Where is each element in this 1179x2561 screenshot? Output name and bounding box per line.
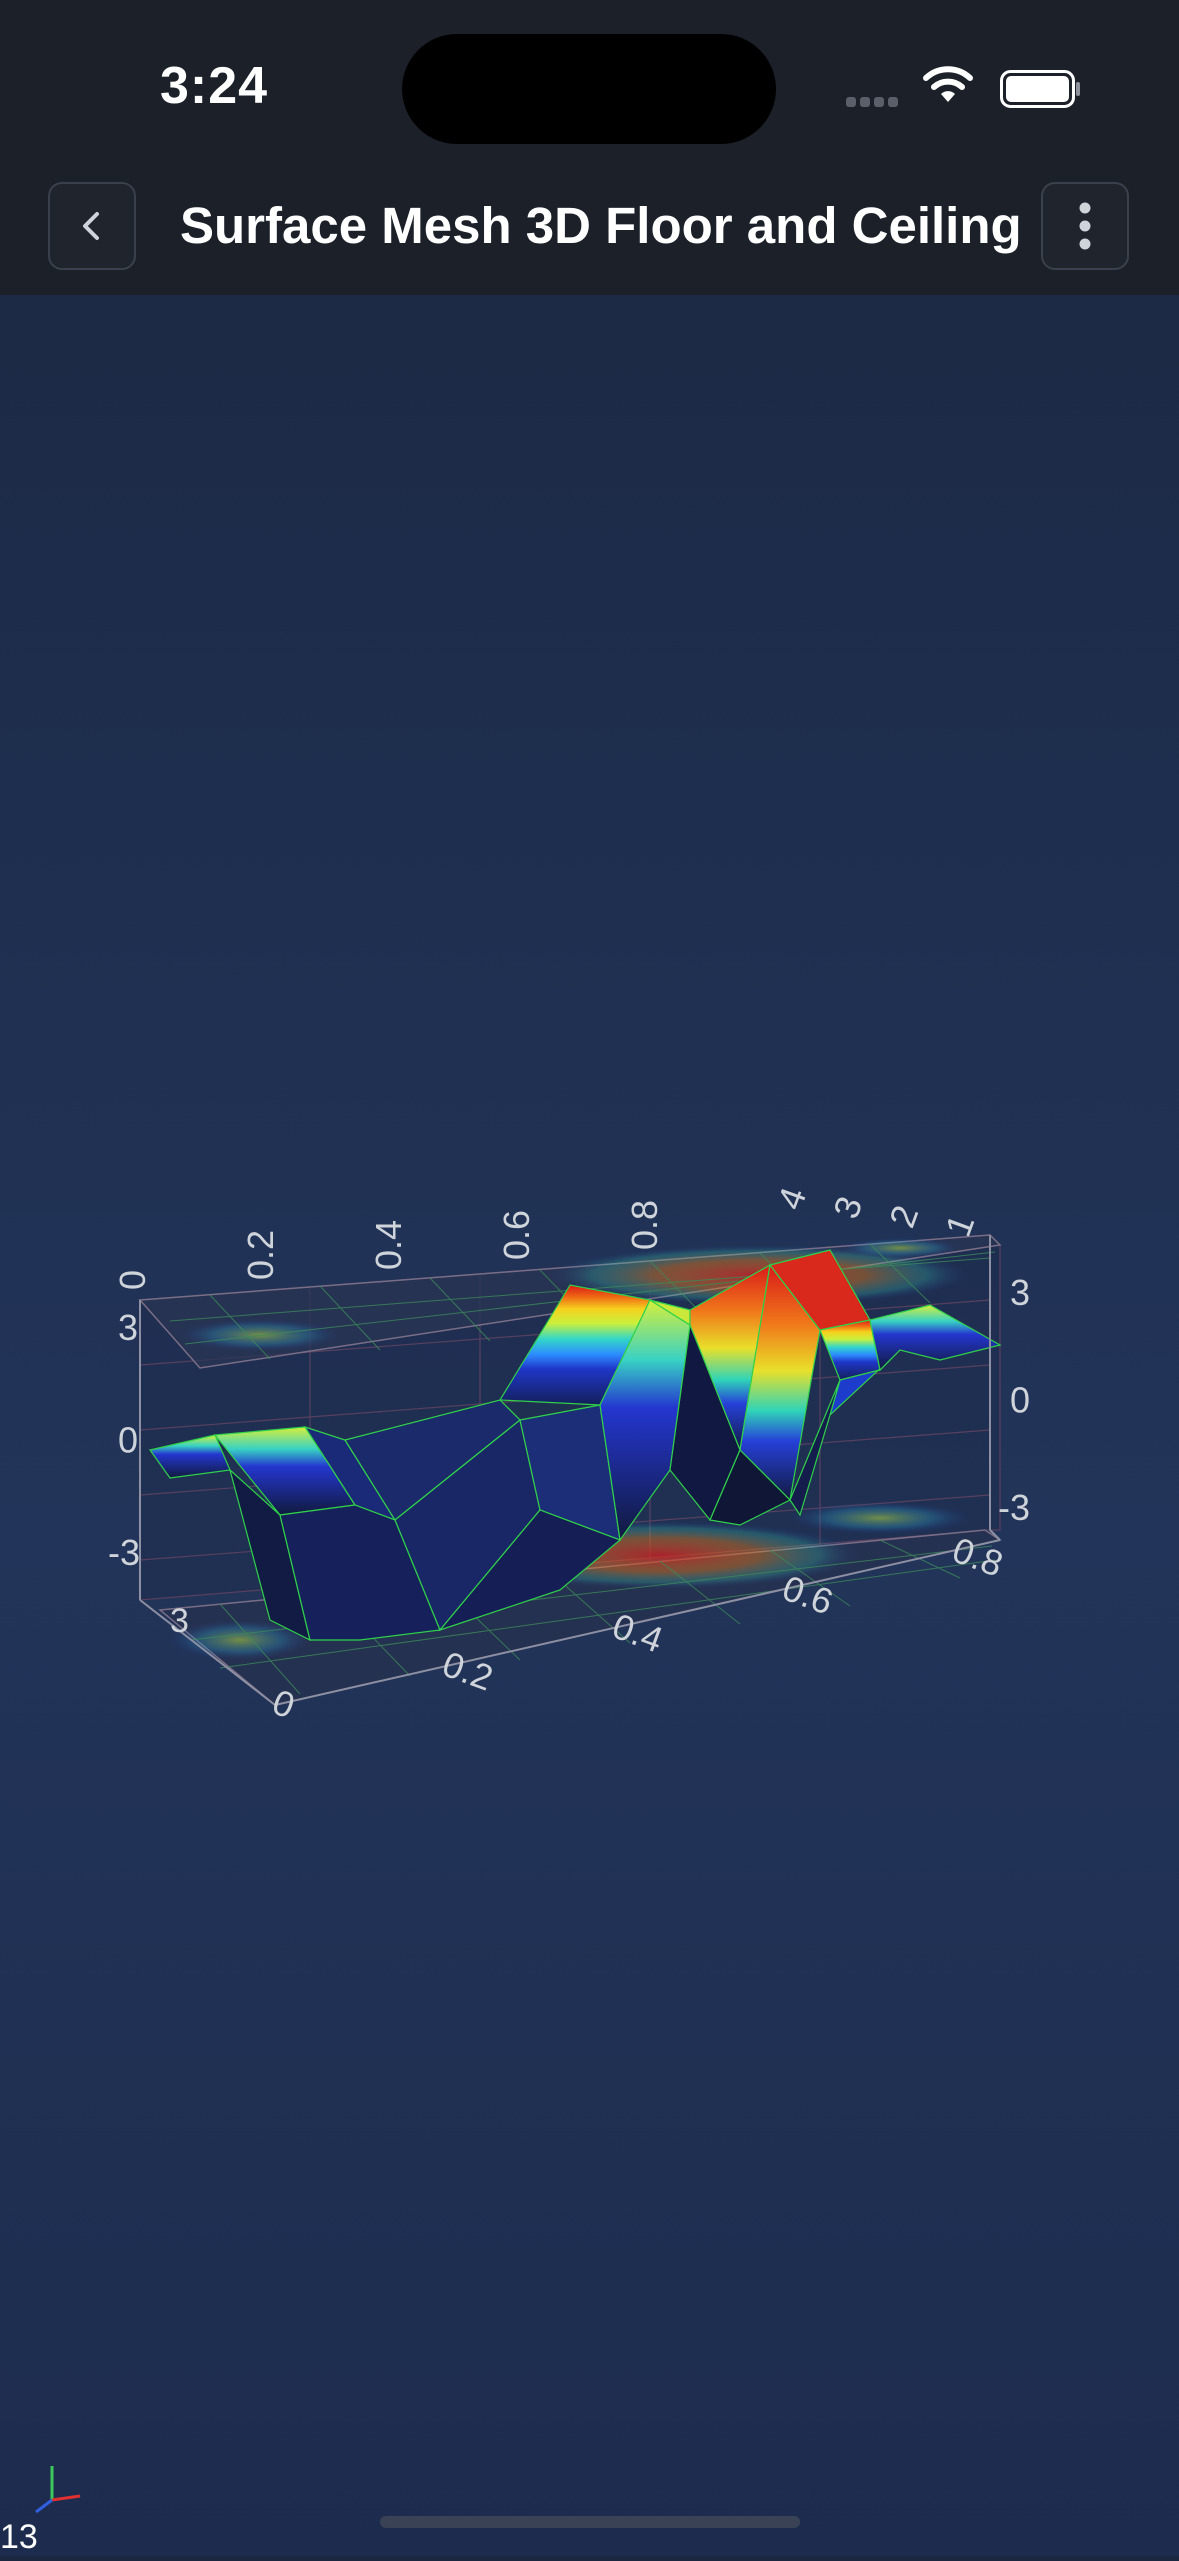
y-axis-tick-label: -3 bbox=[998, 1487, 1030, 1528]
y-axis-tick-label: 0 bbox=[118, 1420, 138, 1461]
y-axis-tick-label: 0 bbox=[1010, 1380, 1030, 1421]
y-axis-left-labels: -3 0 3 bbox=[108, 1307, 140, 1573]
status-time: 3:24 bbox=[160, 57, 269, 115]
y-axis-right-labels: -3 0 3 bbox=[998, 1272, 1030, 1528]
wifi-icon bbox=[922, 64, 974, 111]
z-axis-tick-label: 1 bbox=[937, 1209, 982, 1242]
more-options-button[interactable] bbox=[1041, 182, 1129, 270]
x-axis-tick-label: 0.2 bbox=[240, 1230, 281, 1280]
chevron-left-icon bbox=[83, 212, 99, 240]
z-axis-tick-label: 2 bbox=[881, 1200, 926, 1233]
z-axis-tick-label: 3 bbox=[825, 1191, 870, 1224]
z-axis-tick-label: 4 bbox=[769, 1182, 814, 1215]
top-bar: 3:24 Surface Mesh 3D Floor and Ceiling bbox=[0, 0, 1179, 295]
axis-gizmo-icon bbox=[35, 2466, 81, 2514]
x-axis-tick-label: 0 bbox=[112, 1270, 153, 1290]
x-axis-tick-label: 0.6 bbox=[496, 1210, 537, 1260]
battery-icon bbox=[1000, 70, 1082, 113]
back-button[interactable] bbox=[48, 182, 136, 270]
x-axis-top-labels: 0 0.2 0.4 0.6 0.8 bbox=[112, 1200, 665, 1290]
z-axis-floor-label: 3 bbox=[170, 1602, 189, 1640]
home-indicator[interactable] bbox=[380, 2516, 800, 2528]
y-axis-tick-label: 3 bbox=[1010, 1272, 1030, 1313]
vertical-dots-icon bbox=[1079, 202, 1091, 250]
page-title: Surface Mesh 3D Floor and Ceiling bbox=[180, 197, 1022, 254]
x-axis-tick-label: 0.4 bbox=[368, 1220, 409, 1270]
fps-counter: 13 bbox=[0, 2518, 38, 2556]
cellular-signal-icon bbox=[846, 94, 902, 112]
dynamic-island bbox=[402, 34, 776, 144]
y-axis-tick-label: -3 bbox=[108, 1532, 140, 1573]
surface-mesh[interactable] bbox=[148, 1249, 1002, 1642]
axis-frame bbox=[139, 1235, 1001, 1706]
x-axis-tick-label: 0.8 bbox=[624, 1200, 665, 1250]
y-axis-tick-label: 3 bbox=[118, 1307, 138, 1348]
